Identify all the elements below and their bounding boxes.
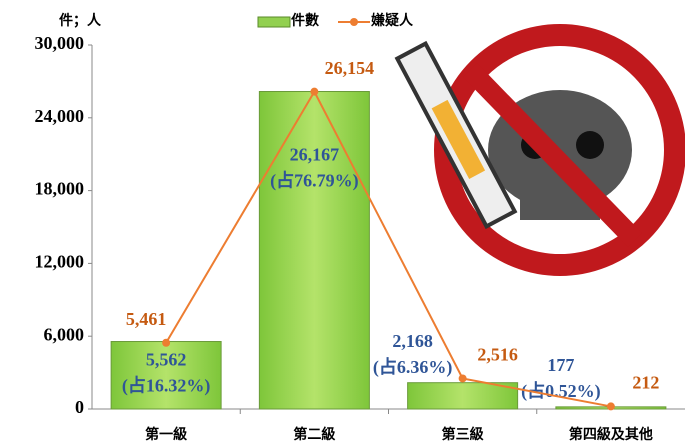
line-point xyxy=(310,87,319,96)
bar-share-label: (占76.79%) xyxy=(270,170,359,192)
bar-value-label: 5,562 xyxy=(146,350,187,370)
y-tick-label: 0 xyxy=(75,397,84,417)
line-point xyxy=(606,402,615,411)
bar-share-label: (占6.36%) xyxy=(373,356,453,378)
y-tick-label: 30,000 xyxy=(35,33,85,53)
unit-label: 件；人 xyxy=(59,12,102,29)
no-drug-icon xyxy=(394,24,685,276)
bar-value-label: 26,167 xyxy=(290,145,340,165)
line-point xyxy=(162,338,171,347)
x-tick-label: 第一級 xyxy=(145,426,187,443)
bar xyxy=(407,382,519,410)
legend-swatch xyxy=(257,16,291,28)
y-tick-label: 12,000 xyxy=(35,252,85,272)
line-value-label: 5,461 xyxy=(126,309,167,329)
y-tick-label: 18,000 xyxy=(35,179,85,199)
bar-value-label: 2,168 xyxy=(392,331,433,351)
legend-label: 件數 xyxy=(291,12,319,29)
legend-swatch xyxy=(350,18,358,26)
line-value-label: 26,154 xyxy=(325,58,375,78)
y-tick-label: 24,000 xyxy=(35,106,85,126)
x-tick-label: 第四級及其他 xyxy=(569,426,653,443)
y-tick-label: 6,000 xyxy=(44,324,85,344)
line-value-label: 212 xyxy=(632,373,659,393)
x-tick-label: 第二級 xyxy=(293,426,335,443)
bar xyxy=(110,341,222,410)
line-point xyxy=(458,374,467,383)
bar-share-label: (占0.52%) xyxy=(521,380,601,402)
bar-share-label: (占16.32%) xyxy=(122,375,211,397)
bar-value-label: 177 xyxy=(547,355,574,375)
line xyxy=(165,89,612,408)
x-tick-label: 第三級 xyxy=(442,426,484,443)
bar xyxy=(258,91,370,410)
line-value-label: 2,516 xyxy=(477,345,518,365)
legend-label: 嫌疑人 xyxy=(371,12,414,29)
